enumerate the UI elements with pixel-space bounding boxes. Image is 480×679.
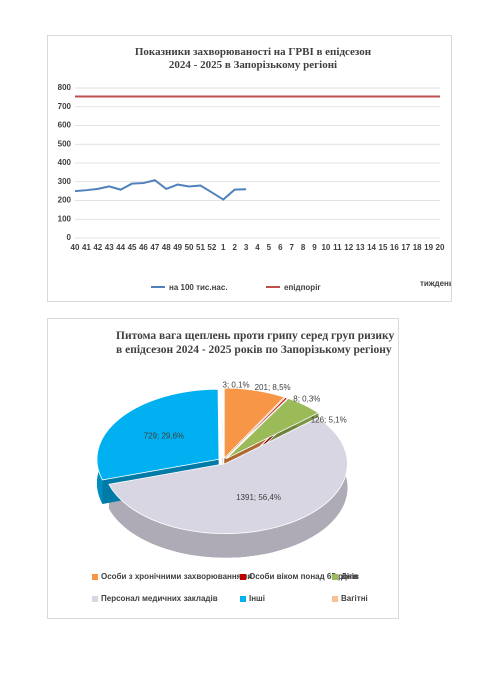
y-tick-label: 600 (58, 121, 72, 130)
x-tick-label: 2 (232, 243, 237, 252)
x-tick-label: 15 (379, 243, 388, 252)
x-tick-label: 18 (413, 243, 422, 252)
series-line (74, 179, 247, 201)
legend-label: Діти (341, 572, 358, 581)
legend-label: Особи з хронічними захворюваннями (101, 572, 252, 581)
legend-label: Персонал медичних закладів (101, 594, 218, 603)
x-tick-label: 1 (221, 243, 226, 252)
x-tick-label: 9 (312, 243, 317, 252)
x-tick-label: 11 (333, 243, 342, 252)
data-label: 3; 0,1% (223, 381, 250, 390)
data-label: 201; 8,5% (255, 383, 291, 392)
y-tick-label: 0 (67, 233, 72, 242)
x-tick-label: 3 (244, 243, 249, 252)
x-tick-label: 46 (139, 243, 148, 252)
y-tick-label: 500 (58, 139, 72, 148)
data-label: 8; 0,3% (293, 394, 320, 403)
legend-label: Особи віком понад 65 років (249, 572, 359, 581)
y-tick-label: 700 (58, 102, 72, 111)
y-tick-label: 100 (58, 214, 72, 223)
chart-title: Питома вага щеплень проти грипу серед гр… (116, 330, 395, 356)
y-tick-label: 800 (58, 83, 72, 92)
y-tick-label: 400 (58, 158, 72, 167)
legend-swatch (92, 574, 98, 580)
x-tick-label: 47 (150, 243, 159, 252)
y-tick-label: 200 (58, 196, 72, 205)
pie-slice (96, 388, 220, 481)
pie-slice (225, 397, 320, 460)
x-tick-label: 17 (401, 243, 410, 252)
legend-swatch (92, 596, 98, 602)
x-tick-label: 8 (301, 243, 306, 252)
x-tick-label: 4 (255, 243, 260, 252)
x-tick-label: 44 (116, 243, 125, 252)
pie-slice (221, 387, 224, 459)
x-tick-label: 50 (185, 243, 194, 252)
x-tick-label: 43 (105, 243, 114, 252)
data-label: 729; 29,6% (144, 431, 184, 440)
legend-label: Інші (249, 594, 265, 603)
x-tick-label: 42 (93, 243, 102, 252)
x-tick-label: 10 (321, 243, 330, 252)
x-tick-label: 6 (278, 243, 283, 252)
legend-swatch (240, 596, 246, 602)
pie-slice (223, 387, 285, 460)
x-tick-label: 40 (71, 243, 80, 252)
pie-chart-box: Питома вага щеплень проти грипу серед гр… (47, 318, 399, 619)
data-label: 126; 5,1% (311, 415, 347, 424)
data-label: 1391; 56,4% (236, 493, 281, 502)
x-tick-label: 12 (344, 243, 353, 252)
x-tick-label: 7 (289, 243, 294, 252)
x-tick-label: 5 (267, 243, 272, 252)
chart-title: Показники захворюваності на ГРВІ в епідс… (134, 46, 372, 71)
x-tick-label: 19 (424, 243, 433, 252)
x-tick-label: 45 (128, 243, 137, 252)
legend-label: епідпоріг (284, 283, 321, 292)
pie-chart: 201; 8,5%8; 0,3% 126; 5,1% 1391; 56,4% 729;… (92, 381, 368, 603)
pie-slice (108, 417, 348, 535)
legend-swatch (240, 574, 246, 580)
x-tick-label: 13 (356, 243, 365, 252)
legend-label: на 100 тис.нас. (169, 283, 228, 292)
legend-swatch (332, 596, 338, 602)
x-tick-label: 49 (173, 243, 182, 252)
x-tick-label: 16 (390, 243, 399, 252)
pie-slice (225, 396, 289, 459)
x-tick-label: 52 (207, 243, 216, 252)
y-tick-label: 300 (58, 177, 72, 186)
legend-swatch (332, 574, 338, 580)
x-tick-label: 51 (196, 243, 205, 252)
x-tick-label: 41 (82, 243, 91, 252)
x-tick-label: 48 (162, 243, 171, 252)
x-tick-label: 20 (436, 243, 445, 252)
line-chart-box: Показники захворюваності на ГРВІ в епідс… (47, 35, 452, 302)
x-tick-label: 14 (367, 243, 376, 252)
legend-label: Вагітні (341, 594, 368, 603)
x-axis-label: тиждень (420, 279, 451, 288)
